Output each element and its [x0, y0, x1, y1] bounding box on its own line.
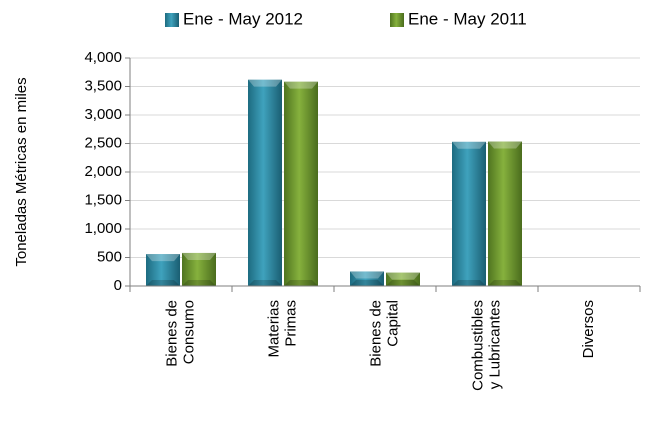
legend-swatch: [390, 13, 404, 27]
bar-bevel: [146, 254, 180, 262]
bar-bevel: [248, 280, 282, 286]
category-label: Primas: [282, 300, 299, 347]
bar-body: [488, 141, 522, 286]
bar: [488, 141, 522, 286]
bar: [146, 254, 180, 286]
category-label: Bienes de: [163, 300, 180, 367]
y-tick-label: 1,500: [84, 191, 122, 208]
y-tick-label: 3,500: [84, 77, 122, 94]
y-tick-label: 0: [114, 277, 122, 294]
y-tick-label: 500: [97, 248, 122, 265]
bar-bevel: [452, 280, 486, 286]
bar-body: [182, 252, 216, 286]
legend-swatch: [165, 13, 179, 27]
bar: [452, 141, 486, 286]
category-label: Consumo: [180, 300, 197, 364]
bar-bevel: [488, 141, 522, 149]
legend-label: Ene - May 2012: [183, 9, 303, 28]
y-tick-label: 2,500: [84, 134, 122, 151]
y-tick-label: 2,000: [84, 163, 122, 180]
category-labels: Bienes de Consumo Materias Primas Bienes de C…: [163, 300, 597, 391]
gridlines: [130, 57, 640, 258]
y-tick-labels: 0 500 1,000 1,500 2,000 2,500 3,000 3,500 4,000: [84, 49, 122, 294]
bar-bevel: [386, 280, 420, 286]
bar-bevel: [350, 280, 384, 286]
category-label: Diversos: [580, 300, 597, 358]
y-tick-label: 4,000: [84, 49, 122, 66]
bar-bevel: [182, 252, 216, 260]
category-label: Capital: [384, 300, 401, 347]
bar-body: [350, 271, 384, 286]
y-tick-label: 3,000: [84, 106, 122, 123]
bar-body: [386, 272, 420, 286]
y-tick-label: 1,000: [84, 220, 122, 237]
legend-item: Ene - May 2012: [165, 9, 303, 28]
bar: [350, 271, 384, 286]
bar: [386, 272, 420, 286]
bar-body: [146, 254, 180, 286]
category-label: Bienes de: [367, 300, 384, 367]
bar: [182, 252, 216, 286]
legend-label: Ene - May 2011: [408, 9, 527, 28]
bar-bevel: [386, 272, 420, 280]
y-axis-label: Toneladas Métricas en miles: [13, 77, 30, 266]
bar-bevel: [488, 280, 522, 286]
bar-body: [248, 79, 282, 286]
bar-body: [284, 81, 318, 286]
bar-bevel: [452, 141, 486, 149]
bar-bevel: [350, 271, 384, 279]
bar-bevel: [284, 81, 318, 89]
category-label: y Lubricantes: [486, 300, 503, 389]
legend: Ene - May 2012 Ene - May 2011: [165, 9, 527, 28]
bar-bevel: [284, 280, 318, 286]
bar-bevel: [182, 280, 216, 286]
bar-bevel: [248, 79, 282, 87]
bar-body: [452, 141, 486, 286]
category-label: Materias: [265, 300, 282, 358]
bars: [146, 79, 522, 286]
axes: [125, 57, 641, 292]
bar: [284, 81, 318, 286]
legend-item: Ene - May 2011: [390, 9, 527, 28]
category-label: Combustibles: [469, 300, 486, 391]
bar-bevel: [146, 280, 180, 286]
bar: [248, 79, 282, 286]
